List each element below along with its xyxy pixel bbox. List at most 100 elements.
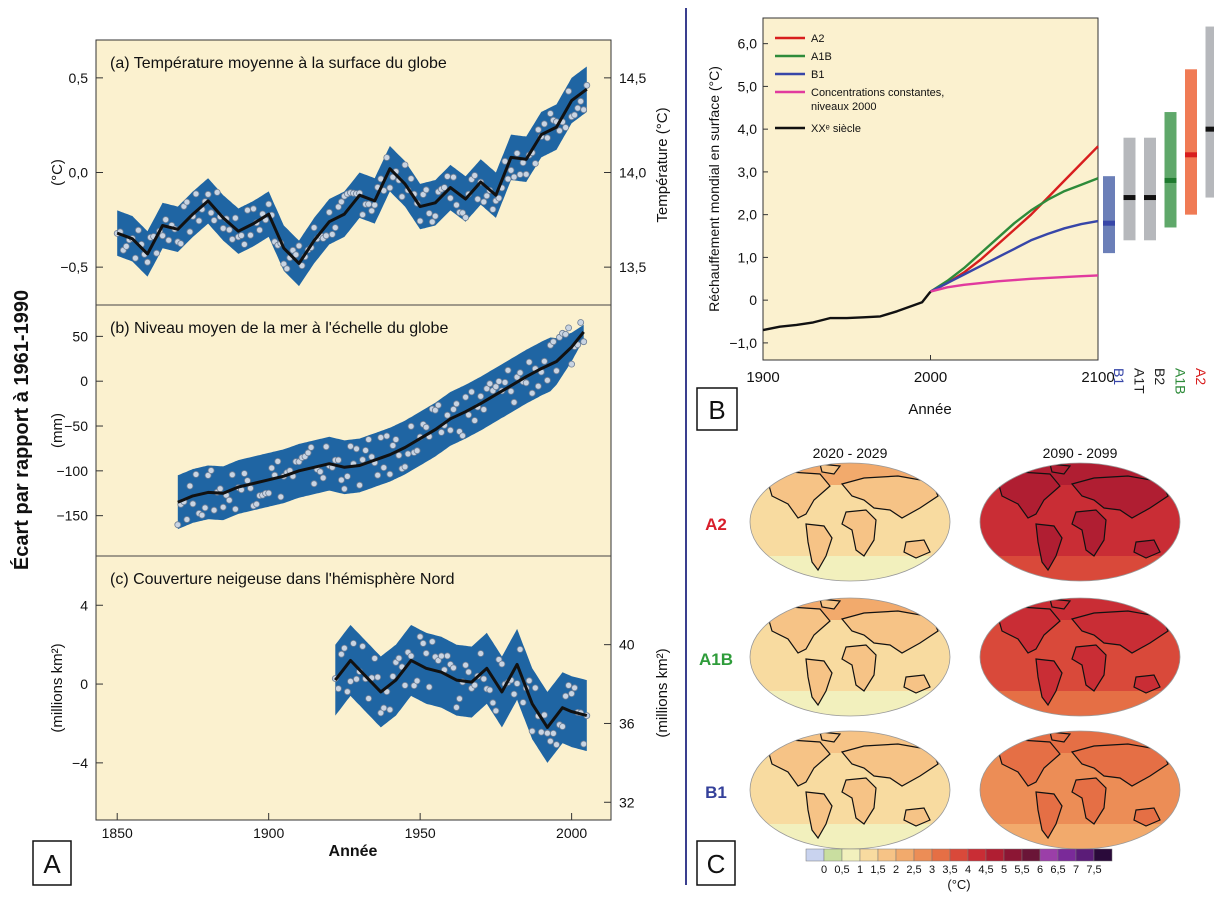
panel-b-ytick-label: −1,0 [729,335,757,351]
panel-a-1-observation-point [365,200,373,208]
panel-a-1-observation-point [368,207,376,215]
panel-a-2-observation-point [356,481,364,489]
panel-a-1-observation-point [453,201,460,209]
panel-b-xlabel: Année [908,401,951,418]
panel-b-ytick-label: 2,0 [738,207,758,223]
panel-a-2-observation-point [268,464,276,472]
panel-c-colorbar-swatch [913,848,933,862]
panel-a-3-observation-point [340,644,348,652]
panel-c-map-continent [840,475,939,519]
panel-a-1-observation-point [510,173,518,181]
panel-a-1-observation-point [122,242,130,250]
panel-b-series-line-a1b [929,177,1099,293]
panel-a-2-observation-point [216,485,224,493]
panel-a-letter: A [43,849,61,879]
panel-c-colorbar-tick: 6 [1037,864,1043,876]
panel-a-2-observation-point [274,457,282,465]
panel-c-colorbar-swatch [1039,848,1059,862]
panel-a-2-observation-point [219,503,227,511]
panel-c-map-continent [1071,777,1107,825]
panel-a-2-observation-point [183,516,191,523]
panel-a-1-observation-point [371,201,379,209]
panel-b-range-best-estimate [1144,195,1156,201]
panel-c-map-southern-band [750,556,950,581]
panel-a-2-observation-point [389,442,397,449]
panel-c-map-continent [1049,598,1072,610]
panel-c-colorbar-swatch [1003,848,1023,862]
panel-c-row-label: A2 [705,515,727,534]
panel-a-2-observation-point [407,422,415,430]
panel-a-2-observation-point [225,496,233,504]
panel-a-3-ytick-label-right: 40 [619,637,635,653]
panel-a-2-observation-point [477,392,485,400]
panel-b-legend-label: B1 [811,69,824,81]
panel-a-2-observation-point [343,472,351,480]
panel-a-2-observation-point [522,379,530,387]
panel-a-series-layer [113,66,591,763]
panel-a-1-observation-point [534,126,542,134]
panel-a-2-title: (b) Niveau moyen de la mer à l'échelle d… [110,320,448,337]
panel-c-map-continent [841,509,877,557]
panel-b-xtick-label: 1900 [746,369,779,386]
panel-a-3-observation-point [465,668,473,676]
panel-a-3-observation-point [377,709,385,717]
panel-b-range-bar [1185,69,1197,215]
panel-c-map [749,462,951,582]
panel-c-colorbar-tick: 0 [821,864,827,876]
panel-a-2-observation-point [462,393,470,401]
panel-b-letter-box [696,387,738,431]
panel-c-column-header: 2090 - 2099 [1043,445,1118,461]
panel-a-2-observation-point [265,489,273,497]
panel-c-colorbar-tick: 7,5 [1086,864,1101,876]
panel-c-map-outline [749,597,951,717]
panel-c-map-southern-band [980,556,1180,581]
panel-a-xlabel: Année [329,843,378,860]
panel-a-2-observation-point [437,428,445,436]
panel-a-1-observation-point [504,175,512,183]
panel-a-3-observation-point [537,728,545,736]
panel-a-1-ylabel-right: Température (°C) [654,107,671,222]
panel-a-2-ytick-label-left: 0 [80,373,88,389]
panel-a-2-observation-point [322,443,330,451]
panel-a-1-observation-point [474,195,482,203]
panel-a-3-observation-point [571,684,578,692]
panel-c-colorbar-tick: 5 [1001,864,1007,876]
panel-a-xtick-label: 1850 [102,825,133,841]
panel-a-1-observation-point [580,106,588,114]
panel-a-3-observation-point [407,652,415,660]
panel-a-2-observation-point [210,506,218,514]
panel-a-1-observation-point [219,224,227,232]
panel-a-3-observation-point [450,664,457,672]
panel-c-colorbar-swatch [1021,848,1041,862]
panel-b-range-best-estimate [1164,177,1177,183]
panel-a-3-observation-point [380,704,388,712]
panel-a-3-observation-point [353,675,360,683]
panel-c-map-continent [819,463,842,475]
panel-c-map-continent [903,539,931,559]
panel-b-series-line-concentrations [930,274,1099,293]
panel-a-2-observation-point [347,442,354,450]
panel-a-1-ylabel-left: (°C) [49,159,66,186]
panel-c-map-southern-band [750,824,950,849]
panel-c-map-continent [767,739,831,787]
panel-c-map-continent [841,644,877,692]
panel-a-1-observation-point [359,211,367,219]
panel-b-range-bar [1164,112,1177,228]
panel-c-colorbar-tick: 4 [965,864,971,876]
panel-c-map-continent [997,739,1061,787]
panel-a-3-observation-point [489,699,497,707]
panel-a-1-observation-point [292,251,300,259]
panel-a-2-observation-point [304,449,312,457]
panel-c-map-continent [840,610,939,654]
panel-a-1-uncertainty-band [117,66,587,287]
panel-a-2-observation-point [386,470,394,478]
panel-c-map-continent [1133,674,1161,694]
panel-a-3-observation-point [471,681,479,689]
panel-c-map-continent [1133,539,1161,559]
panel-c-colorbar-swatch [931,848,951,862]
panel-a-1-observation-point [337,198,345,206]
panel-c-map-continent [805,791,833,840]
panel-a-1-observation-point [244,206,251,214]
panel-a-2-observation-point [525,358,533,366]
